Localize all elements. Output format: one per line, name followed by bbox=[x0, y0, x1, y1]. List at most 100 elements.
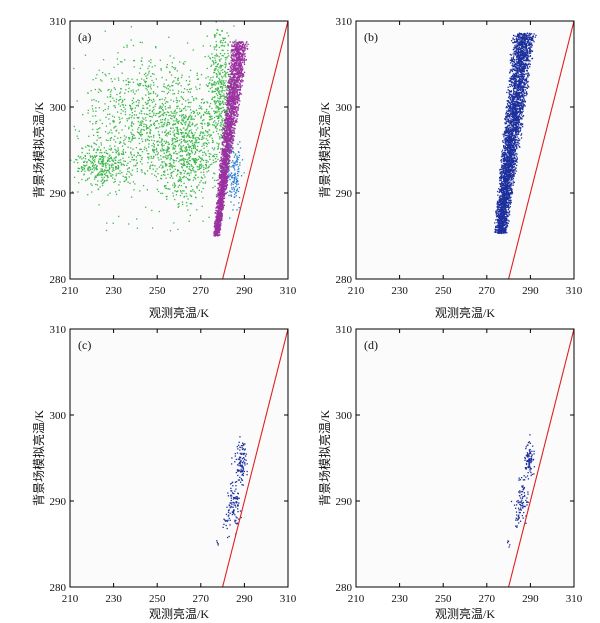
data-point bbox=[124, 104, 127, 106]
data-point bbox=[234, 105, 236, 108]
data-point bbox=[204, 153, 207, 155]
data-point bbox=[217, 235, 219, 237]
data-point bbox=[155, 170, 157, 172]
data-point bbox=[141, 57, 143, 59]
data-point bbox=[237, 76, 240, 78]
data-point bbox=[115, 162, 117, 165]
data-point bbox=[148, 153, 150, 155]
data-point bbox=[237, 109, 239, 111]
data-point bbox=[115, 130, 117, 132]
data-point bbox=[120, 108, 123, 111]
data-point bbox=[229, 121, 231, 123]
data-point bbox=[164, 185, 166, 187]
data-point bbox=[220, 156, 222, 158]
data-point bbox=[226, 130, 228, 133]
data-point bbox=[188, 178, 190, 180]
data-point bbox=[86, 164, 88, 166]
data-point bbox=[210, 153, 212, 155]
data-point bbox=[245, 42, 248, 44]
data-point bbox=[131, 112, 133, 114]
data-point bbox=[227, 140, 229, 143]
data-point bbox=[87, 112, 89, 114]
data-point bbox=[222, 153, 224, 155]
data-point bbox=[218, 173, 221, 175]
data-point bbox=[236, 106, 238, 108]
data-point bbox=[108, 73, 110, 75]
data-point bbox=[233, 124, 236, 126]
data-point bbox=[180, 172, 182, 174]
data-point bbox=[169, 105, 171, 107]
data-point bbox=[114, 178, 116, 180]
data-point bbox=[237, 56, 239, 59]
data-point bbox=[164, 134, 167, 136]
data-point bbox=[216, 142, 218, 144]
data-point bbox=[160, 141, 163, 143]
data-point bbox=[233, 58, 235, 60]
data-point bbox=[199, 163, 201, 166]
data-point bbox=[231, 59, 233, 61]
data-point bbox=[76, 159, 78, 161]
data-point bbox=[219, 228, 222, 231]
data-point bbox=[220, 195, 222, 197]
data-point bbox=[133, 189, 135, 191]
data-point bbox=[228, 147, 230, 149]
data-point bbox=[180, 122, 182, 124]
data-point bbox=[228, 78, 231, 80]
data-point bbox=[224, 157, 226, 159]
data-point bbox=[133, 66, 135, 68]
data-point bbox=[227, 135, 230, 137]
data-point bbox=[174, 145, 176, 147]
data-point bbox=[229, 75, 231, 78]
data-point bbox=[231, 113, 233, 115]
data-point bbox=[224, 102, 226, 104]
data-point bbox=[197, 137, 199, 139]
data-point bbox=[105, 125, 108, 127]
data-point bbox=[149, 93, 151, 95]
data-point bbox=[172, 192, 174, 194]
data-point bbox=[164, 174, 166, 176]
data-point bbox=[221, 172, 224, 174]
data-point bbox=[170, 111, 172, 113]
data-point bbox=[220, 175, 222, 177]
data-point bbox=[233, 64, 235, 66]
data-point bbox=[221, 130, 223, 132]
data-point bbox=[223, 154, 225, 157]
data-point bbox=[222, 158, 225, 160]
data-point bbox=[182, 62, 184, 64]
data-point bbox=[235, 41, 237, 43]
data-point bbox=[235, 82, 237, 85]
data-point bbox=[110, 148, 113, 150]
data-point bbox=[214, 229, 217, 231]
data-point bbox=[195, 196, 197, 199]
data-point bbox=[181, 119, 183, 122]
data-point bbox=[109, 154, 111, 156]
data-point bbox=[84, 160, 86, 163]
data-point bbox=[234, 61, 236, 64]
data-point bbox=[188, 153, 190, 155]
data-point bbox=[224, 172, 226, 174]
data-point bbox=[207, 139, 209, 142]
data-point bbox=[93, 149, 95, 151]
data-point bbox=[178, 205, 180, 207]
data-point bbox=[224, 86, 227, 88]
data-point bbox=[229, 123, 231, 126]
data-point bbox=[220, 174, 223, 176]
data-point bbox=[153, 100, 155, 102]
data-point bbox=[193, 134, 195, 136]
data-point bbox=[169, 188, 171, 190]
data-point bbox=[125, 179, 127, 181]
data-point bbox=[222, 166, 224, 169]
data-point bbox=[109, 137, 112, 140]
data-point bbox=[174, 168, 176, 170]
data-point bbox=[235, 110, 237, 112]
data-point bbox=[182, 159, 184, 161]
data-point bbox=[170, 127, 172, 130]
data-point bbox=[170, 154, 173, 157]
data-point bbox=[118, 159, 120, 162]
data-point bbox=[227, 75, 230, 77]
data-point bbox=[233, 100, 235, 102]
data-point bbox=[203, 168, 205, 171]
data-point bbox=[92, 115, 94, 117]
data-point bbox=[234, 66, 236, 68]
data-point bbox=[228, 159, 230, 161]
